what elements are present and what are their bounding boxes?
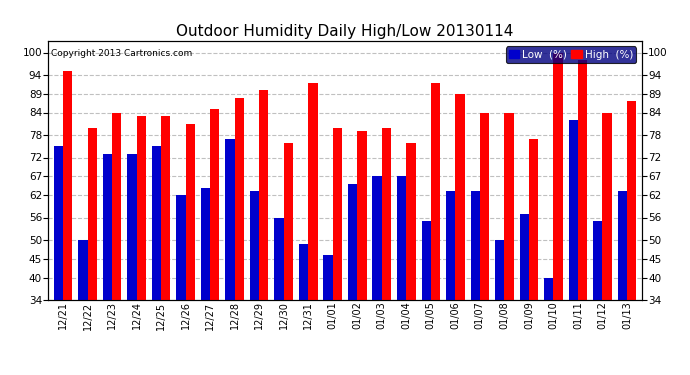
Bar (112, 112, 121, 300)
Bar (348, 184, 357, 300)
Bar (88, 128, 97, 300)
Bar (520, 214, 529, 300)
Bar (161, 116, 170, 300)
Bar (422, 221, 431, 300)
Bar (455, 94, 464, 300)
Text: Copyright 2013 Cartronics.com: Copyright 2013 Cartronics.com (51, 49, 193, 58)
Bar (471, 191, 480, 300)
Bar (284, 142, 293, 300)
Bar (127, 154, 137, 300)
Bar (406, 142, 415, 300)
Bar (226, 139, 235, 300)
Bar (235, 98, 244, 300)
Bar (103, 154, 112, 300)
Bar (78, 240, 88, 300)
Bar (186, 124, 195, 300)
Bar (382, 128, 391, 300)
Bar (324, 255, 333, 300)
Bar (275, 217, 284, 300)
Legend: Low  (%), High  (%): Low (%), High (%) (506, 46, 636, 63)
Bar (544, 278, 553, 300)
Bar (529, 139, 538, 300)
Bar (618, 191, 627, 300)
Bar (578, 60, 587, 300)
Bar (137, 116, 146, 300)
Bar (54, 146, 63, 300)
Bar (177, 195, 186, 300)
Bar (627, 101, 636, 300)
Bar (333, 128, 342, 300)
Bar (210, 109, 219, 300)
Bar (553, 53, 563, 300)
Bar (480, 112, 489, 300)
Bar (602, 112, 612, 300)
Bar (373, 176, 382, 300)
Bar (308, 82, 317, 300)
Bar (397, 176, 406, 300)
Title: Outdoor Humidity Daily High/Low 20130114: Outdoor Humidity Daily High/Low 20130114 (177, 24, 513, 39)
Bar (569, 120, 578, 300)
Bar (504, 112, 513, 300)
Bar (495, 240, 504, 300)
Bar (63, 71, 72, 300)
Bar (446, 191, 455, 300)
Bar (431, 82, 440, 300)
Bar (593, 221, 602, 300)
Bar (152, 146, 161, 300)
Bar (299, 244, 308, 300)
Bar (201, 188, 210, 300)
Bar (259, 90, 268, 300)
Bar (250, 191, 259, 300)
Bar (357, 131, 366, 300)
